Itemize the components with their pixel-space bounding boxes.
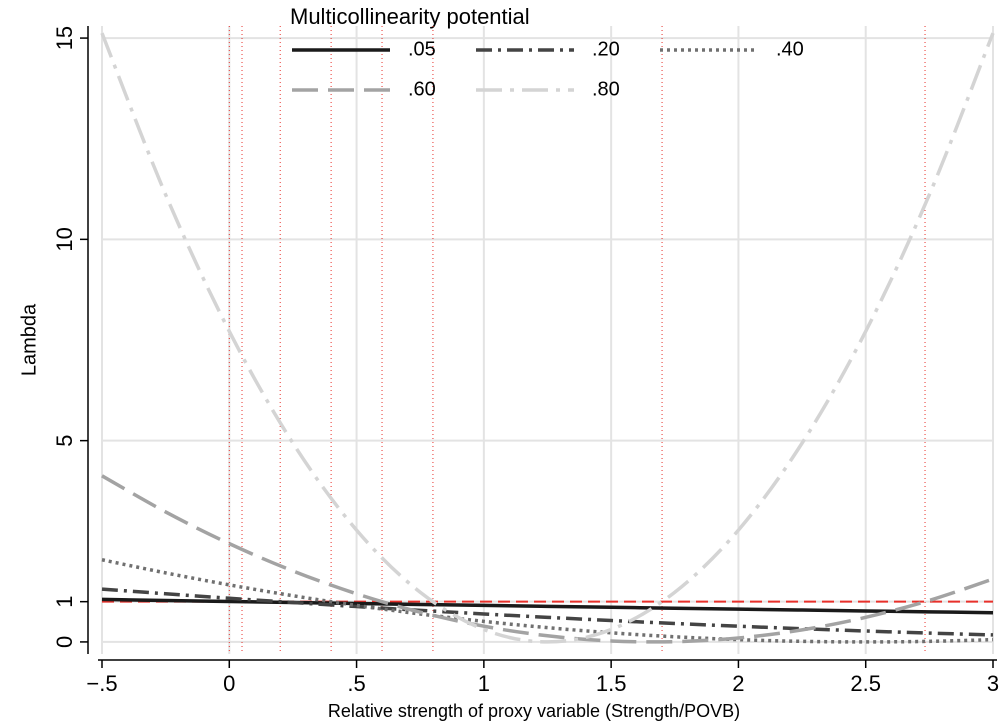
line-series (101, 597, 994, 615)
x-tick-label: 2 (732, 671, 744, 696)
line-series (101, 474, 994, 644)
y-tick-label: 5 (52, 435, 77, 447)
legend-label: .60 (408, 78, 436, 100)
y-tick-label: 10 (52, 227, 77, 251)
y-tick-label: 1 (52, 596, 77, 608)
x-tick-label: 1.5 (596, 671, 627, 696)
x-tick-label: 2.5 (850, 671, 881, 696)
legend-label: .80 (592, 78, 620, 100)
lines (100, 32, 995, 644)
line-series (101, 558, 994, 644)
y-tick-label: 15 (52, 26, 77, 50)
x-tick-label: 1 (478, 671, 490, 696)
line-series (100, 32, 995, 644)
legend-label: .20 (592, 38, 620, 60)
x-axis-title: Relative strength of proxy variable (Str… (328, 701, 740, 721)
x-tick-label: 0 (223, 671, 235, 696)
x-tick-label: .5 (347, 671, 365, 696)
x-tick-label: −.5 (86, 671, 117, 696)
y-axis-title: Lambda (18, 303, 40, 376)
x-tick-label: 3 (987, 671, 999, 696)
legend-label: .40 (776, 38, 804, 60)
legend-label: .05 (408, 38, 436, 60)
line-series (101, 587, 994, 637)
y-tick-label: 0 (52, 636, 77, 648)
legend-title: Multicollinearity potential (290, 4, 530, 29)
